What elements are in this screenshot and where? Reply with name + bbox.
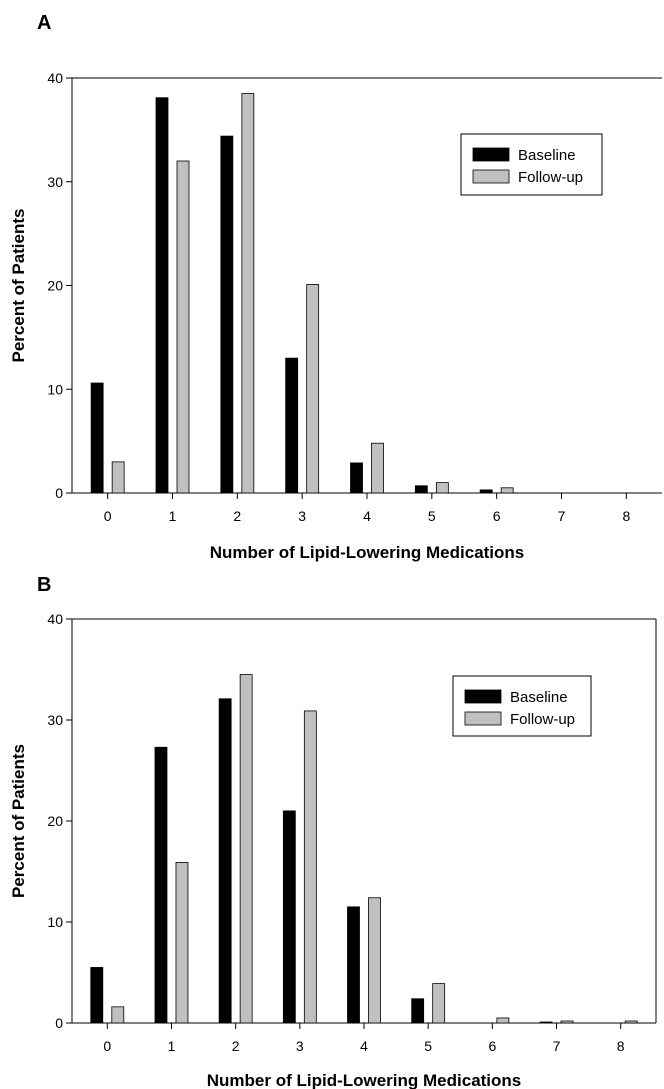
bar-baseline — [350, 462, 363, 494]
x-tick-label: 2 — [232, 1038, 240, 1054]
bar-follow-up — [176, 160, 190, 494]
legend-label: Follow-up — [518, 169, 583, 186]
x-axis-title: Number of Lipid-Lowering Medications — [210, 543, 525, 562]
bar-baseline — [155, 97, 169, 494]
y-tick-label: 20 — [47, 813, 63, 829]
x-tick-label: 1 — [169, 508, 177, 524]
bar-follow-up — [175, 862, 189, 1024]
x-tick-label: 1 — [168, 1038, 176, 1054]
legend-swatch — [472, 169, 510, 184]
legend-label: Baseline — [510, 689, 568, 706]
y-tick-label: 20 — [47, 278, 63, 294]
legend-label: Baseline — [518, 147, 576, 164]
legend-swatch — [464, 711, 502, 726]
bar-baseline — [285, 357, 299, 494]
x-tick-label: 8 — [617, 1038, 625, 1054]
chart-panel-a: A 0 10 20 30 40 0 1 2 3 4 5 6 7 8 Number of Lipid-Lower… — [9, 12, 662, 562]
bar-baseline — [411, 998, 425, 1024]
legend-swatch — [464, 689, 502, 704]
bar-follow-up — [303, 710, 317, 1024]
y-tick-label: 0 — [55, 1015, 63, 1031]
bar-baseline — [90, 967, 104, 1024]
y-tick-label: 30 — [47, 174, 63, 190]
bar-baseline — [154, 746, 168, 1024]
legend-box — [460, 133, 603, 196]
bar-baseline — [220, 135, 234, 494]
chart-panel-b: B 0 10 20 30 40 0 1 2 3 4 5 6 7 8 Number of Lipid-Lower… — [9, 574, 657, 1089]
bar-baseline — [479, 489, 493, 494]
y-axis-title: Percent of Patients — [9, 209, 28, 363]
x-tick-label: 7 — [553, 1038, 561, 1054]
x-tick-label: 6 — [493, 508, 501, 524]
bar-follow-up — [111, 1006, 125, 1024]
legend-box — [452, 675, 592, 737]
bar-follow-up — [368, 897, 381, 1024]
x-tick-label: 7 — [558, 508, 566, 524]
bar-baseline — [414, 485, 428, 494]
bar-follow-up — [371, 442, 384, 494]
panel-label: A — [37, 12, 51, 34]
x-tick-label: 3 — [298, 508, 306, 524]
x-tick-label: 3 — [296, 1038, 304, 1054]
x-tick-label: 5 — [424, 1038, 432, 1054]
y-tick-label: 30 — [47, 712, 63, 728]
x-tick-label: 2 — [233, 508, 241, 524]
bar-baseline — [90, 382, 104, 494]
x-tick-label: 5 — [428, 508, 436, 524]
bar-follow-up — [500, 487, 514, 494]
y-tick-label: 10 — [47, 914, 63, 930]
x-tick-label: 0 — [103, 1038, 111, 1054]
bar-baseline — [282, 810, 296, 1024]
y-tick-label: 0 — [55, 485, 63, 501]
bar-follow-up — [624, 1020, 638, 1024]
y-tick-label: 40 — [47, 611, 63, 627]
x-tick-label: 6 — [488, 1038, 496, 1054]
legend-label: Follow-up — [510, 711, 575, 728]
legend-swatch — [472, 147, 510, 162]
x-tick-label: 8 — [622, 508, 630, 524]
x-tick-label: 0 — [104, 508, 112, 524]
bar-follow-up — [111, 461, 125, 494]
panel-label: B — [37, 574, 51, 596]
bar-baseline — [347, 906, 360, 1024]
bar-follow-up — [435, 482, 449, 494]
bar-follow-up — [496, 1017, 510, 1024]
y-tick-label: 10 — [47, 381, 63, 397]
x-axis-title: Number of Lipid-Lowering Medications — [207, 1071, 522, 1089]
x-tick-label: 4 — [363, 508, 371, 524]
bar-baseline — [218, 698, 232, 1024]
bar-follow-up — [560, 1020, 574, 1024]
y-axis-title: Percent of Patients — [9, 744, 28, 898]
y-tick-label: 40 — [47, 70, 63, 86]
x-tick-label: 4 — [360, 1038, 368, 1054]
bar-follow-up — [306, 284, 320, 494]
bar-baseline — [539, 1021, 553, 1024]
bar-follow-up — [432, 983, 446, 1024]
bar-follow-up — [241, 93, 255, 494]
bar-follow-up — [239, 674, 253, 1024]
